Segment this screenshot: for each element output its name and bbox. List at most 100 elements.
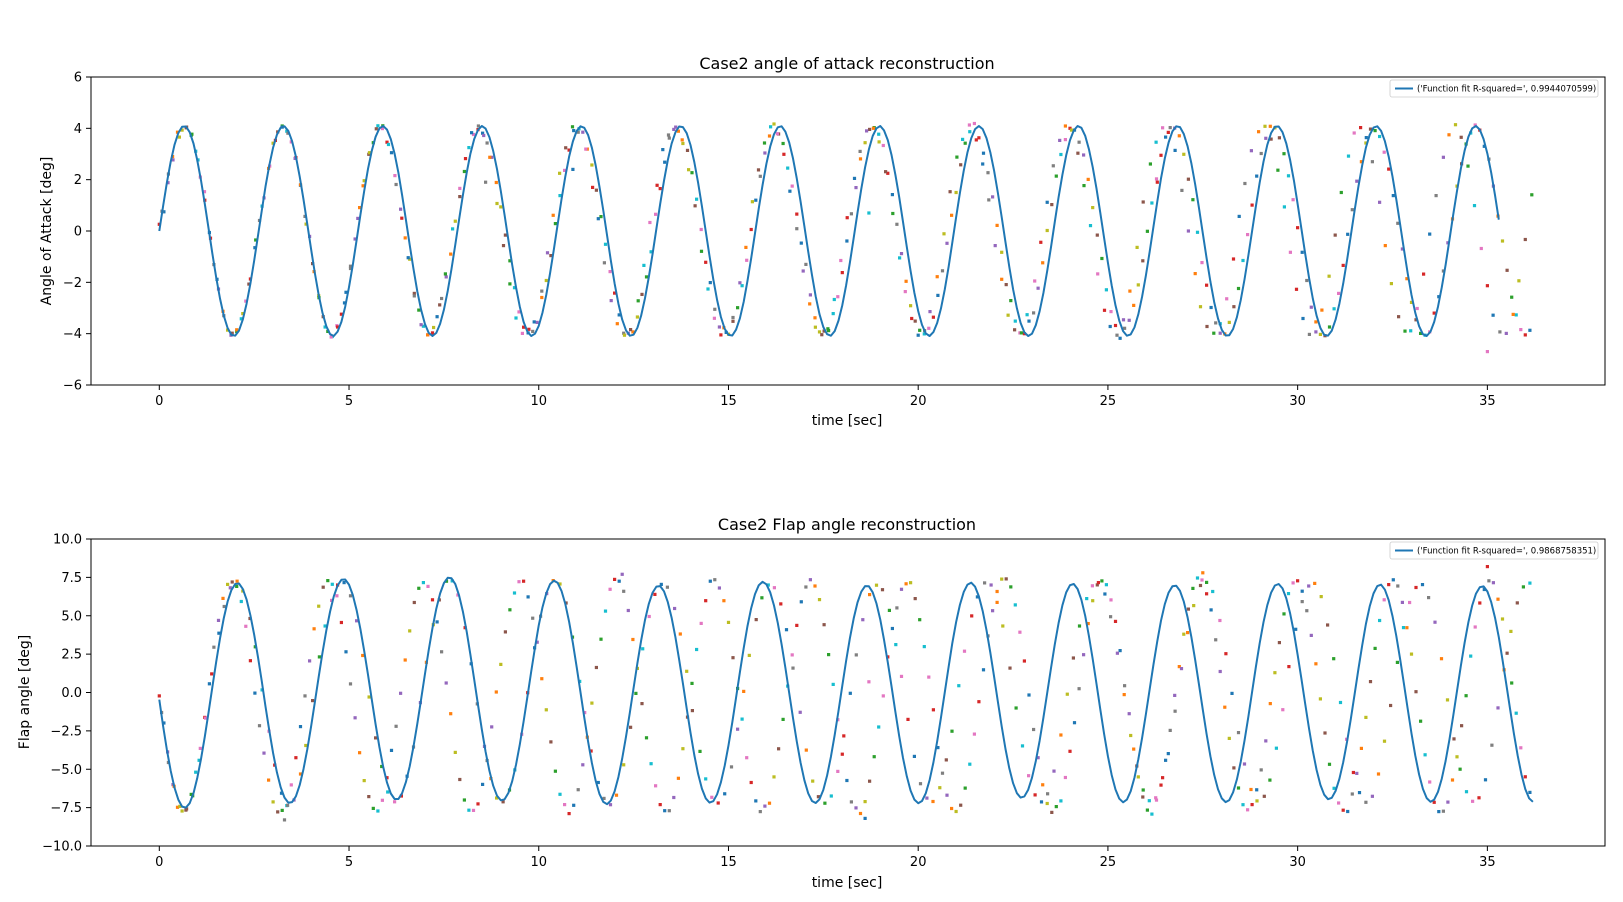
aoa-data-point	[1136, 283, 1140, 287]
aoa-data-point	[481, 131, 485, 135]
flap-data-point	[1519, 746, 1523, 750]
flap-data-point	[1065, 692, 1069, 696]
aoa-data-point	[374, 127, 378, 131]
flap-data-point	[317, 604, 321, 608]
aoa-data-point	[1259, 151, 1263, 156]
aoa-data-point	[1498, 330, 1502, 334]
aoa-data-point	[1466, 164, 1470, 168]
aoa-data-point	[596, 217, 600, 221]
flap-data-point	[766, 583, 770, 587]
flap-data-point	[1428, 780, 1432, 784]
aoa-data-point	[863, 141, 867, 145]
flap-data-point	[690, 681, 694, 685]
flap-data-point	[276, 810, 280, 814]
aoa-data-point	[845, 216, 849, 220]
flap-data-point	[1469, 654, 1473, 658]
aoa-data-point	[1145, 229, 1149, 233]
aoa-data-point	[1332, 307, 1336, 311]
aoa-data-point	[813, 325, 817, 329]
aoa-data-point	[1218, 331, 1222, 335]
aoa-data-point	[1355, 179, 1359, 183]
flap-data-point	[736, 727, 740, 731]
flap-data-point	[344, 650, 348, 654]
aoa-data-point	[584, 147, 588, 151]
flap-data-point	[848, 691, 852, 695]
flap-data-point	[872, 755, 876, 759]
aoa-data-point	[417, 308, 421, 312]
aoa-data-point	[462, 169, 466, 174]
aoa-data-point	[1432, 311, 1436, 315]
flap-data-point	[1408, 600, 1412, 605]
flap-data-point	[1437, 810, 1441, 814]
aoa-data-point	[1434, 194, 1438, 198]
flap-data-point	[1103, 592, 1107, 596]
aoa-data-point	[681, 141, 685, 146]
aoa-data-point	[471, 132, 476, 137]
aoa-data-point	[936, 293, 940, 297]
aoa-data-point	[490, 155, 494, 159]
aoa-x-tick-label: 20	[910, 394, 927, 409]
aoa-data-point	[731, 315, 735, 320]
flap-data-point	[262, 751, 266, 755]
flap-data-point	[760, 596, 764, 600]
flap-data-point	[620, 572, 624, 576]
flap-data-point	[653, 592, 657, 596]
flap-data-point	[863, 800, 867, 804]
aoa-data-point	[157, 222, 161, 226]
flap-data-point	[1164, 758, 1168, 762]
flap-data-point	[1141, 795, 1145, 799]
flap-data-point	[389, 748, 394, 752]
flap-data-point	[754, 618, 758, 622]
aoa-data-point	[609, 299, 613, 303]
aoa-legend: ('Function fit R-squared=', 0.9944070599…	[1389, 79, 1599, 98]
flap-data-point	[1032, 727, 1036, 732]
aoa-data-point	[353, 237, 357, 241]
flap-data-point	[1487, 579, 1491, 583]
aoa-data-point	[1415, 306, 1419, 311]
flap-data-point	[279, 791, 284, 795]
flap-legend-box	[1389, 541, 1599, 560]
aoa-data-point	[1282, 205, 1286, 209]
flap-data-point	[1514, 711, 1518, 715]
flap-data-point	[435, 620, 439, 624]
aoa-data-point	[1514, 313, 1518, 317]
aoa-data-point	[564, 146, 568, 150]
aoa-data-point	[432, 325, 436, 330]
aoa-data-point	[558, 171, 562, 175]
aoa-data-point	[622, 333, 627, 337]
aoa-data-point	[865, 129, 869, 133]
flap-data-point	[1391, 578, 1395, 582]
aoa-data-point	[1198, 305, 1203, 309]
flap-data-point	[412, 600, 416, 605]
aoa-data-point	[1383, 244, 1387, 248]
aoa-data-point	[476, 124, 480, 128]
flap-data-point	[981, 668, 986, 672]
flap-data-point	[995, 589, 999, 594]
flap-data-point	[959, 803, 963, 807]
aoa-data-point	[293, 156, 297, 160]
aoa-data-point	[629, 328, 633, 332]
flap-data-point	[1059, 799, 1063, 803]
flap-data-point	[289, 783, 293, 787]
aoa-data-point	[1115, 333, 1119, 337]
aoa-data-point	[858, 157, 863, 161]
flap-data-point	[798, 710, 802, 714]
flap-data-point	[665, 585, 669, 589]
aoa-data-point	[1236, 286, 1241, 291]
aoa-data-point	[655, 183, 659, 187]
aoa-data-point	[386, 142, 391, 147]
aoa-data-point	[676, 129, 680, 133]
aoa-data-point	[458, 186, 462, 190]
flap-data-point	[1338, 700, 1343, 705]
flap-data-point	[512, 591, 517, 595]
flap-data-point	[501, 800, 505, 804]
flap-data-point	[204, 716, 208, 720]
flap-data-point	[779, 602, 783, 606]
aoa-data-point	[1479, 246, 1483, 251]
flap-data-point	[308, 659, 312, 663]
aoa-data-point	[1041, 261, 1045, 265]
aoa-data-point	[1082, 153, 1086, 157]
flap-data-point	[912, 754, 916, 758]
flap-data-point	[235, 579, 239, 583]
flap-data-point	[1020, 744, 1025, 748]
